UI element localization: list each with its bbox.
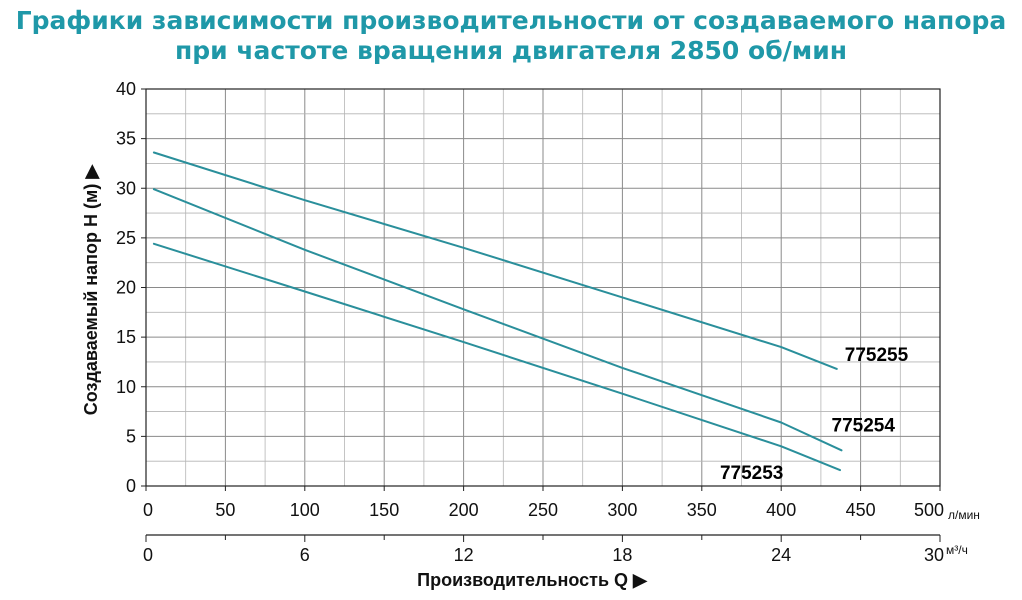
x2-tick-label: 6 (300, 545, 310, 565)
y-tick-label: 10 (116, 377, 136, 397)
y-tick-label: 5 (126, 426, 136, 446)
x-axis-title: Производительность Q ▶ (417, 570, 648, 590)
series-line-775253 (152, 242, 841, 472)
x-tick-label: 150 (369, 500, 399, 520)
x-tick-label: 0 (143, 500, 153, 520)
x2-axis-unit: м³/ч (946, 543, 968, 557)
y-tick-label: 20 (116, 278, 136, 298)
x2-tick-label: 12 (454, 545, 474, 565)
chart-title-line-1: Графики зависимости производительности о… (15, 6, 1007, 35)
x-tick-label: 250 (528, 500, 558, 520)
x-tick-label: 400 (766, 500, 796, 520)
y-tick-label: 25 (116, 228, 136, 248)
y-tick-label: 0 (126, 476, 136, 496)
series-label-775253: 775253 (720, 463, 783, 484)
x2-tick-label: 18 (612, 545, 632, 565)
y-tick-label: 30 (116, 178, 136, 198)
series-label-775254: 775254 (832, 415, 896, 436)
y-tick-label: 40 (116, 79, 136, 99)
x-tick-label: 50 (215, 500, 235, 520)
series-line-775255 (152, 151, 838, 370)
x-tick-label: 450 (846, 500, 876, 520)
x-tick-label: 300 (607, 500, 637, 520)
series-line-775254 (152, 188, 843, 452)
x2-tick-label: 0 (143, 545, 153, 565)
x2-tick-label: 30 (924, 545, 944, 565)
x-tick-label: 350 (687, 500, 717, 520)
y-tick-label: 35 (116, 129, 136, 149)
x-axis-unit: л/мин (948, 508, 980, 522)
y-tick-label: 15 (116, 327, 136, 347)
y-axis-title: Создаваемый напор H (м) ▶ (81, 164, 101, 416)
x-tick-label: 500 (914, 500, 944, 520)
x2-tick-label: 24 (771, 545, 791, 565)
chart-title-line-2: при частоте вращения двигателя 2850 об/м… (174, 36, 848, 65)
x-tick-label: 200 (449, 500, 479, 520)
x-tick-label: 100 (290, 500, 320, 520)
series-label-775255: 775255 (845, 345, 909, 366)
